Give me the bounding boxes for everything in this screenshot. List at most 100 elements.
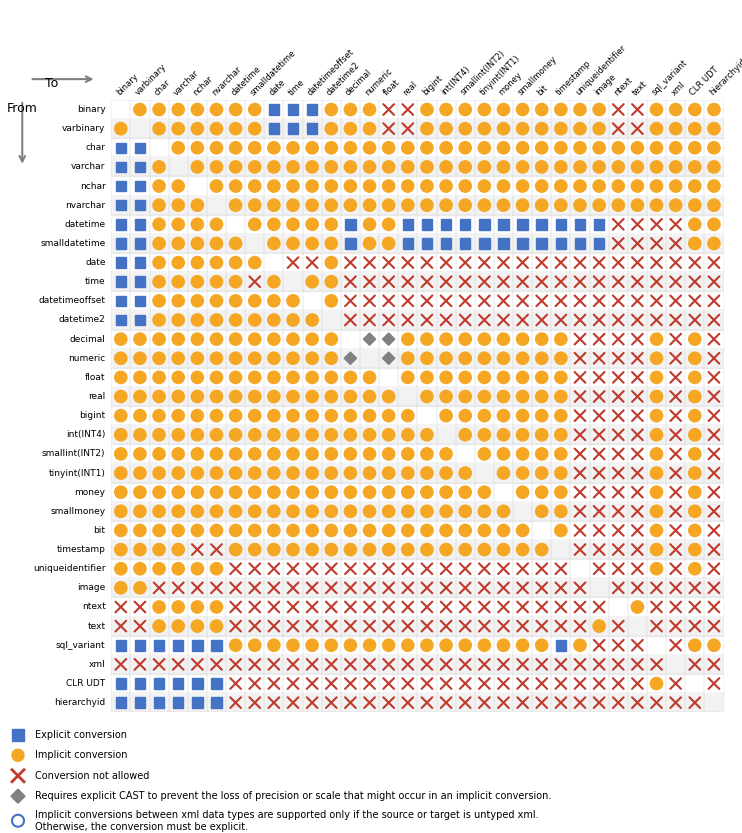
Circle shape <box>325 276 338 288</box>
Circle shape <box>172 391 184 402</box>
Circle shape <box>401 639 414 651</box>
Circle shape <box>287 410 299 421</box>
Circle shape <box>536 391 548 402</box>
Circle shape <box>115 410 127 421</box>
Circle shape <box>651 467 663 479</box>
Circle shape <box>268 410 280 421</box>
Circle shape <box>364 524 375 536</box>
Text: smallmoney: smallmoney <box>50 506 105 516</box>
Circle shape <box>191 372 203 383</box>
Circle shape <box>325 237 338 250</box>
Circle shape <box>364 505 375 517</box>
Circle shape <box>134 391 146 402</box>
Text: text: text <box>88 621 105 631</box>
Circle shape <box>516 103 529 116</box>
Circle shape <box>134 333 146 345</box>
Circle shape <box>421 448 433 460</box>
Circle shape <box>516 372 529 383</box>
Circle shape <box>249 410 261 421</box>
Bar <box>12 729 24 741</box>
Bar <box>154 678 164 689</box>
Circle shape <box>325 410 338 421</box>
Circle shape <box>268 429 280 441</box>
Circle shape <box>383 180 395 192</box>
Bar <box>192 697 203 708</box>
Circle shape <box>536 199 548 212</box>
Circle shape <box>191 237 203 250</box>
Circle shape <box>344 161 357 173</box>
Circle shape <box>172 524 184 536</box>
Text: time: time <box>85 277 105 287</box>
Circle shape <box>364 639 375 651</box>
Circle shape <box>115 391 127 402</box>
Circle shape <box>651 429 663 441</box>
Circle shape <box>191 352 203 364</box>
Bar <box>460 219 470 230</box>
Circle shape <box>249 505 261 517</box>
Circle shape <box>459 543 471 556</box>
Circle shape <box>689 180 701 192</box>
Bar <box>421 219 432 230</box>
Circle shape <box>689 352 701 364</box>
Circle shape <box>383 218 395 231</box>
Circle shape <box>364 372 375 383</box>
Circle shape <box>364 391 375 402</box>
Circle shape <box>268 372 280 383</box>
Circle shape <box>191 391 203 402</box>
Circle shape <box>115 505 127 517</box>
Circle shape <box>306 543 318 556</box>
Circle shape <box>287 391 299 402</box>
Circle shape <box>593 122 605 135</box>
Circle shape <box>306 639 318 651</box>
Bar <box>111 521 723 540</box>
Circle shape <box>287 199 299 212</box>
Circle shape <box>689 429 701 441</box>
Circle shape <box>191 295 203 307</box>
Circle shape <box>325 448 338 460</box>
Circle shape <box>153 257 165 269</box>
Circle shape <box>153 333 165 345</box>
Circle shape <box>593 180 605 192</box>
Circle shape <box>459 103 471 116</box>
Text: ntext: ntext <box>612 75 634 97</box>
Circle shape <box>115 486 127 498</box>
Circle shape <box>651 562 663 575</box>
Text: smalldatetime: smalldatetime <box>40 239 105 248</box>
Bar <box>173 678 183 689</box>
Circle shape <box>364 218 375 231</box>
Circle shape <box>516 486 529 498</box>
Circle shape <box>364 180 375 192</box>
Circle shape <box>593 142 605 154</box>
Polygon shape <box>383 352 395 364</box>
Circle shape <box>268 543 280 556</box>
Circle shape <box>229 333 242 345</box>
Text: date: date <box>85 258 105 267</box>
Bar <box>116 238 126 249</box>
Bar <box>135 162 145 172</box>
Circle shape <box>593 620 605 632</box>
Circle shape <box>287 543 299 556</box>
Circle shape <box>172 620 184 632</box>
Bar <box>111 272 723 292</box>
Text: image: image <box>593 72 617 97</box>
Circle shape <box>651 524 663 536</box>
Text: varchar: varchar <box>71 162 105 172</box>
Circle shape <box>689 639 701 651</box>
Circle shape <box>191 486 203 498</box>
Text: timestamp: timestamp <box>554 59 593 97</box>
Bar <box>111 693 723 712</box>
Bar <box>403 238 413 249</box>
Bar <box>135 277 145 287</box>
Circle shape <box>478 180 490 192</box>
Circle shape <box>306 314 318 326</box>
Circle shape <box>708 218 720 231</box>
Circle shape <box>555 372 567 383</box>
Circle shape <box>459 486 471 498</box>
Circle shape <box>153 180 165 192</box>
Circle shape <box>574 103 586 116</box>
Circle shape <box>383 467 395 479</box>
Circle shape <box>536 142 548 154</box>
Circle shape <box>440 180 452 192</box>
Circle shape <box>229 391 242 402</box>
Circle shape <box>268 218 280 231</box>
